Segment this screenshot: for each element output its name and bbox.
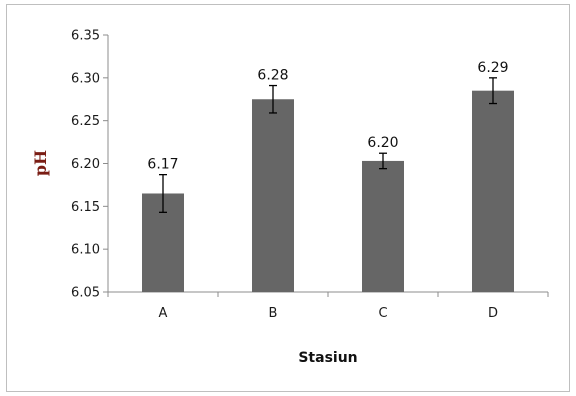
data-label-B: 6.28 xyxy=(257,68,288,84)
bar-C xyxy=(362,160,404,292)
x-tick-label: B xyxy=(269,306,278,321)
x-tick-label: C xyxy=(378,306,387,321)
data-label-A: 6.17 xyxy=(147,157,178,173)
bars xyxy=(142,90,514,292)
y-tick-label: 6.10 xyxy=(71,243,100,258)
y-tick-label: 6.35 xyxy=(71,29,100,44)
y-tick-label: 6.30 xyxy=(71,71,100,86)
x-tick-label: D xyxy=(488,306,498,321)
x-axis-title: Stasiun xyxy=(298,350,357,366)
data-label-D: 6.29 xyxy=(477,60,508,76)
data-labels: 6.17 6.28 6.20 6.29 xyxy=(147,60,508,173)
y-tick-label: 6.05 xyxy=(71,286,100,301)
bar-D xyxy=(472,90,514,292)
x-axis: A B C D xyxy=(107,291,549,321)
bar-B xyxy=(252,99,294,292)
y-axis-title: pH xyxy=(31,150,50,176)
error-bars xyxy=(159,77,497,213)
y-tick-label: 6.25 xyxy=(71,114,100,129)
y-tick-label: 6.15 xyxy=(71,200,100,215)
y-tick-label: 6.20 xyxy=(71,157,100,172)
x-tick-label: A xyxy=(159,306,168,321)
data-label-C: 6.20 xyxy=(367,135,398,151)
y-axis: 6.05 6.10 6.15 6.20 6.25 6.30 6.35 xyxy=(71,29,109,301)
